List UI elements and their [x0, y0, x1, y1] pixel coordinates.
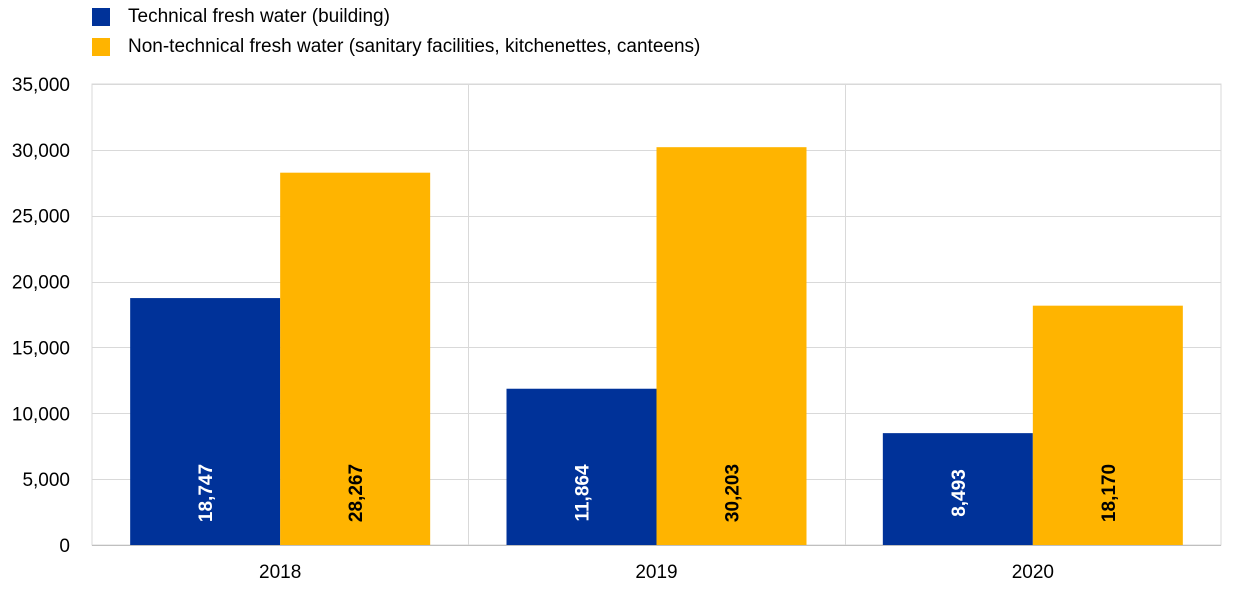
- bar-2019-series-1: [506, 388, 657, 545]
- legend-swatch-technical: [92, 8, 110, 26]
- legend-item-non-technical: Non-technical fresh water (sanitary faci…: [92, 32, 700, 62]
- bar-2019-series-2: [656, 147, 807, 545]
- data-label: 30,203: [723, 464, 744, 522]
- legend-item-technical: Technical fresh water (building): [92, 2, 700, 32]
- bar-2018-series-2: [280, 172, 431, 545]
- x-tick-label: 2020: [1012, 562, 1054, 583]
- y-tick-label: 35,000: [12, 75, 70, 96]
- data-label: 18,170: [1099, 464, 1120, 522]
- x-tick-label: 2019: [635, 562, 677, 583]
- data-label: 28,267: [346, 464, 367, 522]
- y-tick-label: 5,000: [22, 470, 70, 491]
- legend-label-technical: Technical fresh water (building): [128, 6, 390, 27]
- bar-2020-series-2: [1032, 305, 1183, 545]
- y-tick-label: 30,000: [12, 141, 70, 162]
- chart-legend: Technical fresh water (building) Non-tec…: [92, 2, 700, 62]
- y-tick-label: 25,000: [12, 207, 70, 228]
- data-label: 18,747: [196, 464, 217, 522]
- y-tick-label: 10,000: [12, 404, 70, 425]
- bar-2018-series-1: [130, 298, 281, 545]
- legend-label-non-technical: Non-technical fresh water (sanitary faci…: [128, 36, 701, 57]
- y-tick-label: 0: [59, 536, 70, 557]
- legend-swatch-non-technical: [92, 38, 110, 56]
- data-label: 11,864: [573, 464, 594, 521]
- y-tick-label: 15,000: [12, 338, 70, 359]
- x-tick-label: 2018: [259, 562, 301, 583]
- data-label: 8,493: [949, 469, 970, 517]
- bar-2020-series-1: [882, 433, 1033, 545]
- y-tick-label: 20,000: [12, 273, 70, 294]
